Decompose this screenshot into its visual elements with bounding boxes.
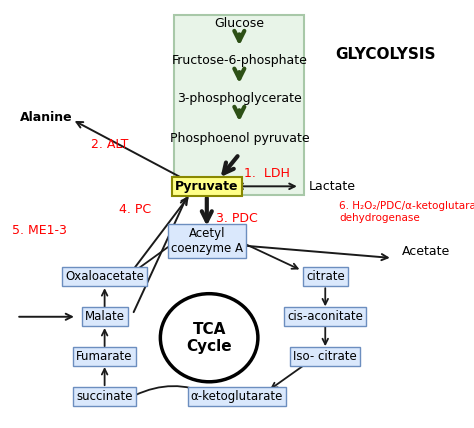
Text: Iso- citrate: Iso- citrate [293,350,357,363]
Text: succinate: succinate [76,390,133,403]
Text: Fructose-6-phosphate: Fructose-6-phosphate [172,54,307,67]
Text: 3. PDC: 3. PDC [216,212,258,225]
Text: 2. ALT: 2. ALT [91,138,128,151]
Text: citrate: citrate [306,270,345,283]
FancyBboxPatch shape [174,15,304,195]
Text: 6. H₂O₂/PDC/α-ketoglutarate
dehydrogenase: 6. H₂O₂/PDC/α-ketoglutarate dehydrogenas… [339,201,474,223]
Text: cis-aconitate: cis-aconitate [287,310,363,323]
Text: 4. PC: 4. PC [118,203,151,216]
Text: 1.  LDH: 1. LDH [244,167,290,180]
Text: Acetate: Acetate [402,245,450,258]
Text: TCA
Cycle: TCA Cycle [186,321,232,354]
Text: α-ketoglutarate: α-ketoglutarate [191,390,283,403]
Text: Lactate: Lactate [309,180,356,193]
Text: Acetyl
coenzyme A: Acetyl coenzyme A [171,227,243,255]
Text: 3-phosphoglycerate: 3-phosphoglycerate [177,92,301,105]
Text: Alanine: Alanine [20,111,73,124]
Text: Fumarate: Fumarate [76,350,133,363]
Text: Pyruvate: Pyruvate [175,180,238,193]
Text: Glucose: Glucose [214,17,264,30]
Text: GLYCOLYSIS: GLYCOLYSIS [336,47,436,62]
Text: Malate: Malate [85,310,125,323]
Text: Phosphoenol pyruvate: Phosphoenol pyruvate [170,132,309,145]
Text: Oxaloacetate: Oxaloacetate [65,270,144,283]
Text: 5. ME1-3: 5. ME1-3 [12,224,66,237]
